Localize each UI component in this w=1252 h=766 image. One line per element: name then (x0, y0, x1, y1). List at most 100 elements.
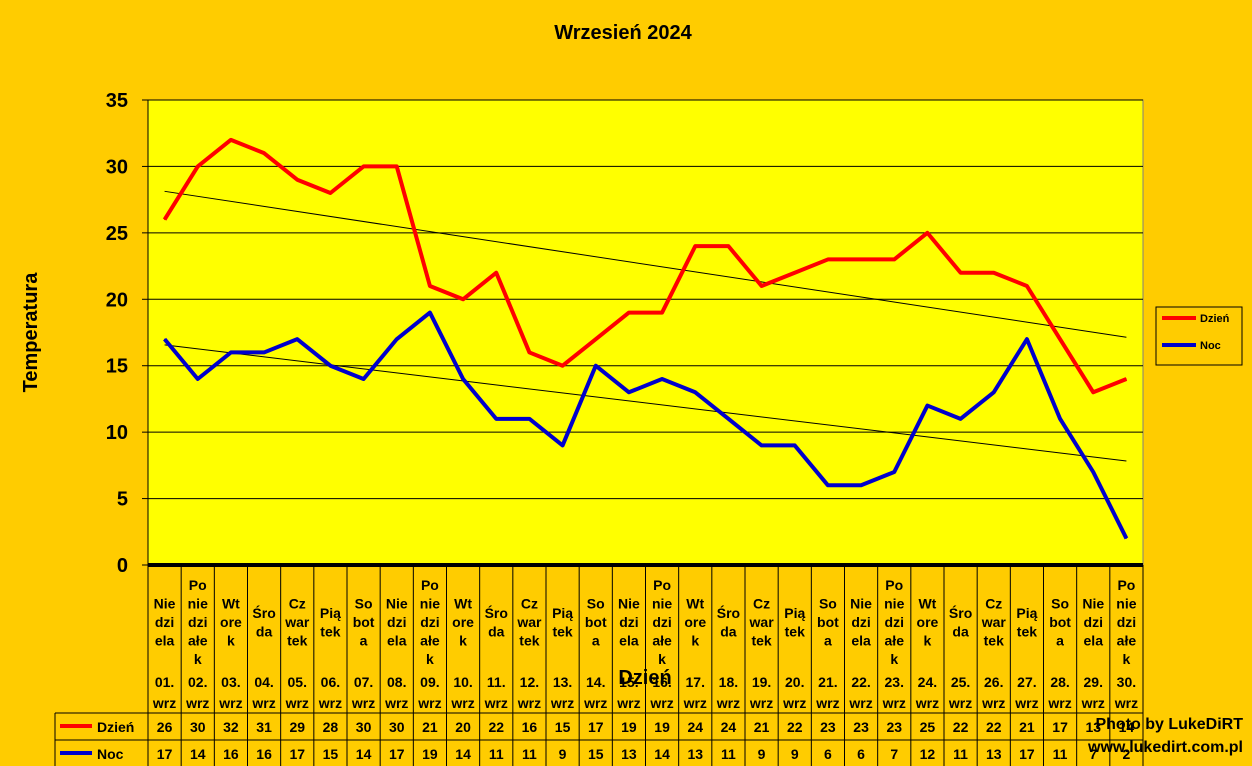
category-day-label: Pią tek (1016, 605, 1037, 640)
category-date-label: 21. wrz (815, 674, 839, 711)
category-day-label: Cz war tek (516, 596, 542, 649)
y-tick-label: 15 (106, 356, 128, 378)
category-date-label: 04. wrz (251, 674, 275, 711)
category-day-label: Śro da (717, 604, 740, 640)
data-point (1026, 285, 1028, 287)
data-point (562, 365, 564, 367)
data-point (1059, 418, 1061, 420)
category-day-label: Po nie dzi ałe k (188, 577, 208, 667)
data-point (495, 418, 497, 420)
data-point (794, 272, 796, 274)
data-point (694, 391, 696, 393)
data-point (329, 365, 331, 367)
y-tick-label: 30 (106, 156, 128, 178)
table-cell: 23 (820, 719, 836, 735)
table-cell: 14 (654, 746, 670, 762)
category-day-label: Wt ore k (917, 596, 939, 649)
category-day-label: Śro da (949, 604, 972, 640)
table-cell: 19 (422, 746, 438, 762)
data-point (860, 484, 862, 486)
data-point (727, 245, 729, 247)
category-day-label: Po nie dzi ałe k (652, 577, 672, 667)
table-cell: 25 (920, 719, 936, 735)
category-date-label: 15. wrz (616, 674, 640, 711)
data-point (926, 232, 928, 234)
data-point (595, 338, 597, 340)
category-date-label: 05. wrz (285, 674, 309, 711)
table-cell: 21 (754, 719, 770, 735)
data-point (1125, 378, 1127, 380)
category-date-label: 30. wrz (1114, 674, 1138, 711)
y-tick-label: 5 (117, 489, 128, 511)
category-date-label: 20. wrz (782, 674, 806, 711)
table-cell: 24 (687, 719, 703, 735)
data-point (230, 351, 232, 353)
table-cell: 14 (356, 746, 372, 762)
data-point (661, 312, 663, 314)
category-day-label: Po nie dzi ałe k (884, 577, 904, 667)
category-date-label: 10. wrz (450, 674, 474, 711)
table-cell: 32 (223, 719, 239, 735)
table-cell: 11 (522, 746, 537, 762)
data-point (1092, 471, 1094, 473)
table-cell: 17 (389, 746, 405, 762)
table-cell: 12 (920, 746, 936, 762)
category-date-label: 17. wrz (683, 674, 707, 711)
data-point (296, 338, 298, 340)
category-date-label: 03. wrz (218, 674, 242, 711)
data-point (926, 405, 928, 407)
data-point (661, 378, 663, 380)
category-date-label: 08. wrz (384, 674, 408, 711)
data-point (263, 351, 265, 353)
data-point (528, 351, 530, 353)
data-point (329, 192, 331, 194)
data-point (396, 338, 398, 340)
table-cell: 17 (1019, 746, 1035, 762)
y-tick-label: 0 (117, 555, 128, 577)
category-day-label: Po nie dzi ałe k (420, 577, 440, 667)
category-date-label: 23. wrz (882, 674, 906, 711)
category-day-label: Cz war tek (284, 596, 310, 649)
table-cell: 15 (555, 719, 571, 735)
category-date-label: 01. wrz (152, 674, 176, 711)
category-day-label: So bot a (353, 596, 375, 649)
data-point (1026, 338, 1028, 340)
table-cell: 30 (356, 719, 372, 735)
table-series-label: Dzień (97, 719, 134, 735)
category-date-label: 07. wrz (351, 674, 375, 711)
category-day-label: Wt ore k (684, 596, 706, 649)
data-point (694, 245, 696, 247)
category-day-label: Pią tek (552, 605, 573, 640)
data-point (164, 219, 166, 221)
category-day-label: Cz war tek (749, 596, 775, 649)
table-cell: 17 (588, 719, 604, 735)
table-cell: 11 (1053, 746, 1068, 762)
table-cell: 15 (323, 746, 339, 762)
trendline-Dzień (164, 190, 1127, 338)
category-date-label: 13. wrz (550, 674, 574, 711)
category-day-label: Nie dzi ela (386, 596, 408, 649)
table-cell: 15 (588, 746, 604, 762)
data-point (727, 418, 729, 420)
y-axis-label: Temperatura (20, 272, 42, 393)
table-cell: 16 (522, 719, 538, 735)
category-day-label: Pią tek (320, 605, 341, 640)
data-point (164, 338, 166, 340)
legend-label: Dzień (1200, 313, 1230, 325)
table-cell: 6 (857, 746, 865, 762)
category-date-label: 02. wrz (185, 674, 209, 711)
data-point (993, 272, 995, 274)
category-day-label: Nie dzi ela (154, 596, 176, 649)
trendline-Noc (164, 344, 1127, 462)
table-cell: 22 (787, 719, 803, 735)
category-date-label: 16. wrz (649, 674, 673, 711)
table-cell: 2 (1123, 746, 1131, 762)
category-date-label: 22. wrz (848, 674, 872, 711)
data-point (1092, 391, 1094, 393)
data-point (296, 179, 298, 181)
table-cell: 22 (488, 719, 504, 735)
table-cell: 19 (621, 719, 637, 735)
table-series-label: Noc (97, 746, 124, 762)
data-point (628, 312, 630, 314)
